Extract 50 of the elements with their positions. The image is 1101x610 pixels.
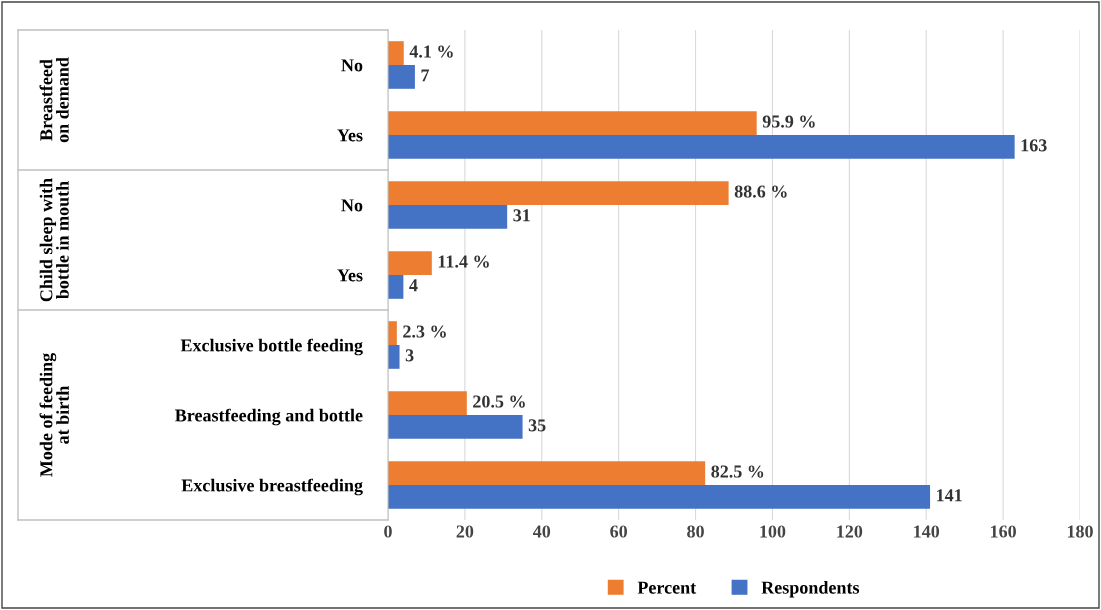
x-tick-label: 80 bbox=[687, 525, 704, 538]
y-tick-label: Exclusive breastfeeding bbox=[181, 478, 363, 496]
bar bbox=[388, 41, 404, 65]
data-label: 88.6 % bbox=[734, 185, 787, 198]
x-tick-label: 180 bbox=[1067, 525, 1093, 538]
bar bbox=[388, 321, 397, 345]
data-label: 4 bbox=[409, 279, 418, 292]
data-label: 4.1 % bbox=[409, 45, 453, 58]
data-label: 141 bbox=[937, 489, 962, 502]
data-label: 82.5 % bbox=[711, 465, 764, 478]
data-label: 95.9 % bbox=[762, 115, 815, 128]
x-tick-label: 160 bbox=[991, 525, 1016, 538]
data-label: 3 bbox=[405, 349, 414, 362]
x-tick-label: 100 bbox=[760, 525, 786, 538]
bar bbox=[388, 181, 729, 205]
text: Child sleep with bottle in mouth bbox=[39, 178, 69, 302]
bar bbox=[388, 485, 931, 509]
bar bbox=[388, 65, 415, 89]
x-tick-label: 140 bbox=[914, 525, 940, 538]
x-tick-label: 40 bbox=[533, 525, 551, 538]
text: Breastfeed on demand bbox=[39, 57, 69, 143]
legend-label: Respondents bbox=[761, 581, 860, 598]
data-label: 7 bbox=[421, 69, 430, 82]
y-tick-label: No bbox=[341, 199, 363, 212]
data-label: 35 bbox=[528, 419, 546, 432]
bar bbox=[388, 345, 400, 369]
y-tick-label: Yes bbox=[337, 269, 363, 282]
bar bbox=[388, 135, 1015, 159]
data-label: 163 bbox=[1021, 139, 1047, 152]
x-tick-label: 120 bbox=[837, 525, 863, 538]
bar bbox=[388, 251, 432, 275]
data-label: 20.5 % bbox=[473, 395, 525, 408]
bar bbox=[388, 415, 523, 439]
bar bbox=[388, 461, 706, 485]
bar bbox=[388, 391, 467, 415]
text: Mode of feeding at birth bbox=[39, 352, 69, 477]
legend-label: Percent bbox=[637, 581, 697, 594]
y-tick-label: Yes bbox=[337, 129, 363, 142]
y-tick-label: Exclusive bottle feeding bbox=[180, 338, 363, 356]
data-label: 31 bbox=[513, 209, 530, 222]
x-tick-label: 0 bbox=[384, 525, 392, 538]
x-tick-label: 60 bbox=[610, 525, 628, 538]
bar bbox=[388, 205, 508, 229]
data-label: 11.4 % bbox=[438, 255, 489, 268]
data-label: 2.3 % bbox=[403, 325, 446, 338]
x-tick-label: 20 bbox=[456, 525, 474, 538]
bar bbox=[388, 111, 757, 135]
y-tick-label: Breastfeeding and bottle bbox=[175, 408, 363, 426]
bar bbox=[388, 275, 404, 299]
y-tick-label: No bbox=[341, 59, 363, 72]
